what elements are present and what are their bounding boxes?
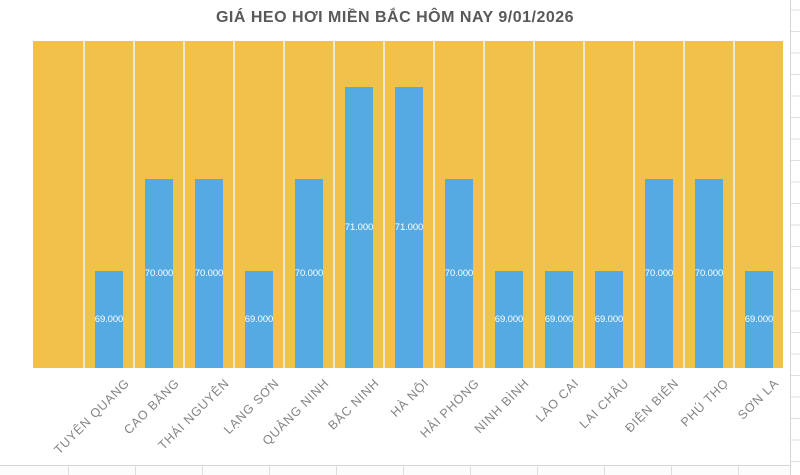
bar-12: 70.000 <box>695 179 723 368</box>
value-label: 71.000 <box>344 222 374 233</box>
bar-5: 71.000 <box>345 87 373 368</box>
category-slot: 71.000 <box>333 41 383 368</box>
value-label: 69.000 <box>494 314 524 325</box>
value-label: 70.000 <box>694 268 724 279</box>
value-label: 70.000 <box>644 268 674 279</box>
category-label: HÀ NỘI <box>388 376 432 420</box>
value-label: 70.000 <box>194 268 224 279</box>
value-label: 71.000 <box>394 222 424 233</box>
category-label: TUYÊN QUANG <box>50 376 132 457</box>
category-label: SƠN LA <box>735 376 782 423</box>
bar-8: 69.000 <box>495 271 523 368</box>
value-label: 70.000 <box>444 268 474 279</box>
empty-slot <box>33 41 83 368</box>
category-slot: 70.000 <box>633 41 683 368</box>
pig-price-bar-chart[interactable]: GIÁ HEO HƠI MIỀN BẮC HÔM NAY 9/01/2026 6… <box>0 0 790 466</box>
value-label: 69.000 <box>594 314 624 325</box>
bar-2: 70.000 <box>195 179 223 368</box>
value-label: 69.000 <box>94 314 124 325</box>
value-label: 70.000 <box>144 268 174 279</box>
bar-10: 69.000 <box>595 271 623 368</box>
x-axis-labels: TUYÊN QUANG CAO BẰNG THÁI NGUYÊN LẠNG SƠN QU… <box>33 368 783 465</box>
category-slot: 69.000 <box>233 41 283 368</box>
bar-3: 69.000 <box>245 271 273 368</box>
category-slot: 70.000 <box>283 41 333 368</box>
value-label: 69.000 <box>544 314 574 325</box>
value-label: 69.000 <box>744 314 774 325</box>
bar-4: 70.000 <box>295 179 323 368</box>
bar-0: 69.000 <box>95 271 123 368</box>
category-slot: 71.000 <box>383 41 433 368</box>
category-slot: 70.000 <box>433 41 483 368</box>
category-slot: 70.000 <box>133 41 183 368</box>
category-slot: 70.000 <box>683 41 733 368</box>
chart-title: GIÁ HEO HƠI MIỀN BẮC HÔM NAY 9/01/2026 <box>215 9 575 26</box>
bar-6: 71.000 <box>395 87 423 368</box>
value-label: 70.000 <box>294 268 324 279</box>
plot-area: 69.000 70.000 70.000 69.000 70.000 71.000 71.0… <box>33 41 783 368</box>
category-slot: 69.000 <box>583 41 633 368</box>
bar-1: 70.000 <box>145 179 173 368</box>
bar-13: 69.000 <box>745 271 773 368</box>
bar-9: 69.000 <box>545 271 573 368</box>
sheet-cells-bottom <box>0 466 790 475</box>
category-slot: 69.000 <box>533 41 583 368</box>
bar-11: 70.000 <box>645 179 673 368</box>
category-label: LÀO CAI <box>533 376 582 425</box>
category-slot: 70.000 <box>183 41 233 368</box>
sheet-cells-right <box>790 0 800 475</box>
bar-7: 70.000 <box>445 179 473 368</box>
category-slot: 69.000 <box>733 41 783 368</box>
category-slot: 69.000 <box>483 41 533 368</box>
category-label: BẮC NINH <box>325 376 382 433</box>
category-slot: 69.000 <box>83 41 133 368</box>
value-label: 69.000 <box>244 314 274 325</box>
category-label: PHÚ THỌ <box>678 376 732 430</box>
